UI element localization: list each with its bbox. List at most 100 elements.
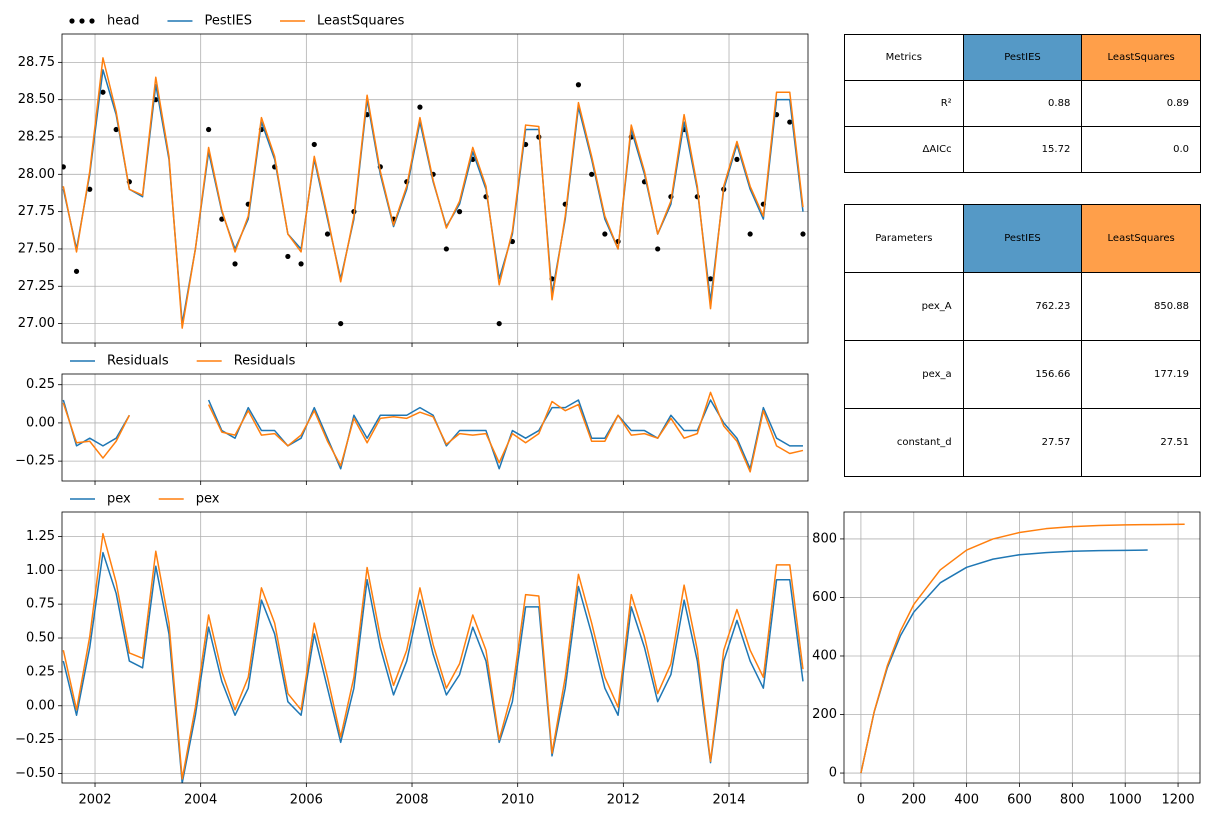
x-tick-label: 400	[954, 793, 979, 808]
line-series	[62, 551, 804, 783]
y-tick-label: 0.50	[26, 631, 55, 646]
table-cell: 15.72	[962, 126, 1083, 173]
line-series	[62, 399, 803, 470]
legend-label: pex	[196, 492, 220, 507]
x-tick-label: 2008	[395, 793, 428, 808]
data-point	[87, 186, 93, 192]
y-tick-label: 28.00	[18, 167, 55, 182]
x-tick-label: 2004	[184, 793, 217, 808]
y-tick-label: 0	[829, 766, 837, 781]
table-cell: PestIES	[962, 34, 1083, 81]
plot-area	[860, 523, 1185, 774]
x-tick-label: 200	[901, 793, 926, 808]
y-tick-label: −0.25	[15, 732, 55, 747]
data-point	[338, 320, 344, 327]
x-tick-label: 800	[1060, 793, 1085, 808]
y-tick-label: 400	[812, 648, 837, 663]
data-point	[734, 156, 740, 162]
y-tick-label: −0.25	[15, 454, 55, 469]
x-tick-label: 2014	[712, 793, 745, 808]
table-row: pex_a 156.66 177.19	[844, 340, 1201, 409]
plot-area	[62, 391, 804, 473]
data-point	[73, 268, 80, 274]
line-series	[62, 391, 804, 473]
table-cell: Parameters	[844, 204, 964, 273]
table-cell: 27.51	[1081, 408, 1201, 477]
table-cell: Metrics	[844, 34, 964, 81]
table-cell: 27.57	[962, 408, 1083, 477]
y-tick-label: 28.75	[18, 55, 55, 70]
table-cell: R²	[844, 80, 964, 127]
table: Parameters PestIES LeastSquares pex_A 762.23…	[844, 204, 1201, 477]
legend-label: PestIES	[204, 14, 252, 29]
legend-label: pex	[107, 492, 131, 507]
data-point	[575, 82, 582, 88]
data-point	[496, 320, 502, 327]
data-point	[655, 246, 661, 252]
data-point	[206, 126, 212, 133]
table-row: Parameters PestIES LeastSquares	[844, 204, 1201, 273]
data-point	[285, 253, 291, 260]
x-tick-label: 0	[857, 793, 865, 808]
data-point	[589, 171, 595, 177]
table-row: ΔAICc 15.72 0.0	[844, 126, 1201, 173]
table-cell: 156.66	[962, 340, 1083, 409]
y-tick-label: 27.25	[18, 279, 55, 294]
y-tick-label: −0.50	[15, 766, 55, 781]
data-point	[311, 141, 317, 148]
y-tick-label: 0.25	[26, 377, 55, 392]
table-cell: PestIES	[962, 204, 1083, 273]
y-tick-label: 1.00	[26, 563, 55, 578]
y-tick-label: 27.50	[18, 241, 55, 256]
legend-marker	[79, 18, 85, 24]
table-row: Metrics PestIES LeastSquares	[844, 34, 1201, 81]
y-tick-label: 1.25	[26, 529, 55, 544]
y-tick-label: 800	[812, 531, 837, 546]
y-tick-label: 0.00	[26, 415, 55, 430]
data-point	[298, 261, 304, 267]
data-point	[324, 231, 331, 237]
table-cell: LeastSquares	[1081, 34, 1201, 81]
data-point	[800, 231, 806, 237]
x-tick-label: 2002	[78, 793, 111, 808]
data-point	[602, 231, 608, 237]
x-tick-label: 1000	[1109, 793, 1142, 808]
table-row: pex_A 762.23 850.88	[844, 272, 1201, 341]
x-tick-label: 1200	[1162, 793, 1195, 808]
line-series	[62, 532, 804, 780]
y-tick-label: 28.50	[18, 92, 55, 107]
table-cell: constant_d	[844, 408, 964, 477]
axes-frame	[61, 33, 809, 344]
data-point	[232, 261, 238, 267]
legend-marker	[89, 18, 95, 24]
line-series	[62, 69, 804, 325]
axes-frame	[843, 511, 1201, 784]
y-tick-label: 27.00	[18, 316, 55, 331]
data-point	[747, 231, 753, 237]
table-row: R² 0.88 0.89	[844, 80, 1201, 127]
table-cell: pex_A	[844, 272, 964, 341]
legend-label: Residuals	[107, 354, 169, 369]
axes-frame	[61, 373, 809, 482]
table: Metrics PestIES LeastSquares R² 0.88 0.89 ΔAIC…	[844, 34, 1201, 173]
y-tick-label: 200	[812, 707, 837, 722]
table-cell: 0.88	[962, 80, 1083, 127]
table-cell: LeastSquares	[1081, 204, 1201, 273]
line-series	[62, 57, 804, 329]
legend-label: Residuals	[234, 354, 296, 369]
data-point	[707, 276, 714, 282]
table-cell: pex_a	[844, 340, 964, 409]
data-point	[62, 164, 66, 170]
y-tick-label: 0.75	[26, 597, 55, 612]
table-cell: 0.89	[1081, 80, 1201, 127]
y-tick-label: 28.25	[18, 130, 55, 145]
data-point	[417, 104, 423, 110]
x-tick-label: 2006	[290, 793, 323, 808]
table-cell: 0.0	[1081, 126, 1201, 173]
table-row: constant_d 27.57 27.51	[844, 408, 1201, 477]
x-tick-label: 2010	[501, 793, 534, 808]
table-cell: 850.88	[1081, 272, 1201, 341]
legend-label: head	[107, 14, 139, 29]
